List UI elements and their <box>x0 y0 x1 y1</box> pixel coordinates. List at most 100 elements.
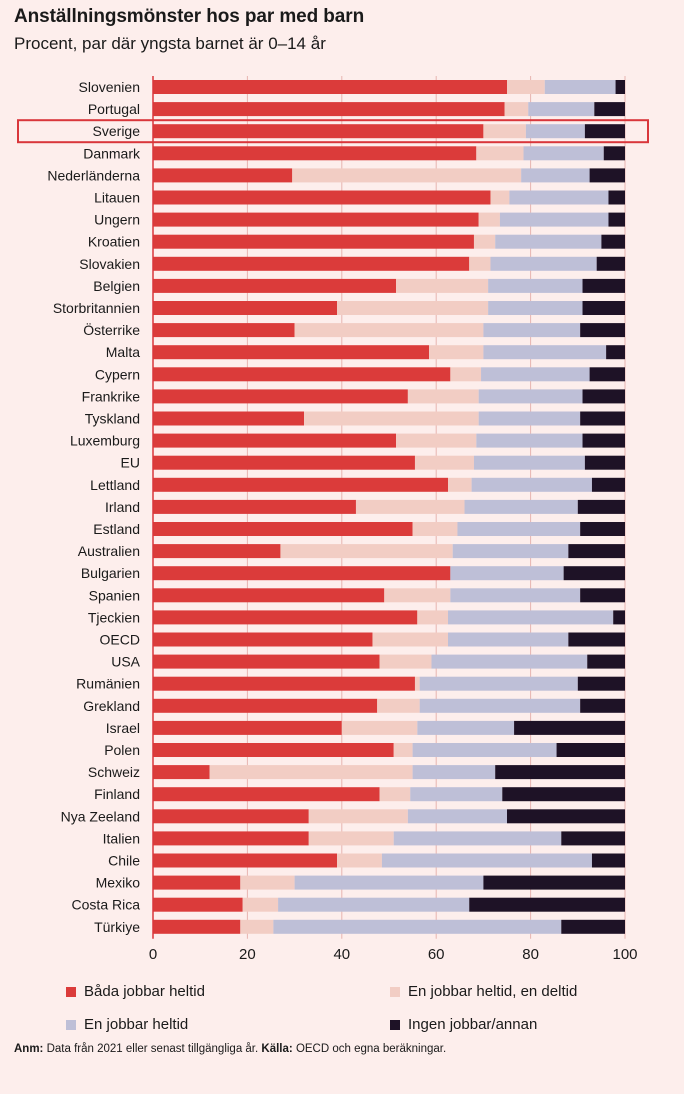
bar-segment-none <box>584 455 625 470</box>
category-label: Portugal <box>88 101 140 117</box>
bar-segment-one-fulltime <box>448 610 614 625</box>
bar-segment-both-fulltime <box>153 632 373 647</box>
bar-segment-both-fulltime <box>153 897 243 912</box>
category-label: Litauen <box>94 190 140 206</box>
bar-segment-both-fulltime <box>153 522 413 536</box>
bar-segment-one-fulltime <box>476 433 583 448</box>
bar-segment-one-fulltime <box>483 345 607 360</box>
bar-segment-both-fulltime <box>153 146 477 161</box>
bar-segment-one-fulltime <box>525 124 585 139</box>
bar-segment-full-part <box>379 787 411 802</box>
legend-swatch-both-fulltime <box>66 986 76 997</box>
bar-segment-both-fulltime <box>153 256 470 271</box>
bar-segment-none <box>582 389 625 404</box>
bar-segment-one-fulltime <box>419 698 581 713</box>
x-tick-label: 100 <box>612 946 637 963</box>
bar-segment-full-part <box>308 831 394 846</box>
bar-segment-none <box>577 499 625 514</box>
bar-segment-none <box>495 765 625 780</box>
category-label: Ungern <box>94 212 140 228</box>
bar-segment-one-fulltime <box>393 831 562 846</box>
bar-segment-one-fulltime <box>278 897 470 912</box>
bar-segment-full-part <box>384 588 451 603</box>
bar-segment-none <box>596 256 625 271</box>
bar-segment-one-fulltime <box>471 477 592 492</box>
bar-segment-one-fulltime <box>495 234 602 249</box>
category-label: Cypern <box>95 366 140 382</box>
bar-segment-none <box>577 676 625 691</box>
bar-segment-one-fulltime <box>407 809 507 824</box>
bar-segment-both-fulltime <box>153 212 479 227</box>
category-label: Sverige <box>93 123 141 139</box>
category-label: Frankrike <box>82 388 141 404</box>
bar-segment-one-fulltime <box>499 212 609 227</box>
highlight-box <box>17 119 649 144</box>
bar-segment-full-part <box>473 234 496 249</box>
category-label: Grekland <box>83 698 140 714</box>
category-label: Bulgarien <box>81 565 140 581</box>
bar-segment-one-fulltime <box>478 411 581 426</box>
bar-segment-one-fulltime <box>448 632 569 647</box>
category-label: Schweiz <box>88 764 140 780</box>
bar-segment-both-fulltime <box>153 765 210 780</box>
x-tick-label: 0 <box>149 946 157 963</box>
bar-segment-full-part <box>490 190 510 205</box>
bar-segment-none <box>561 831 625 846</box>
bar-segment-full-part <box>414 455 474 470</box>
bar-segment-one-fulltime <box>488 301 583 315</box>
bar-segment-full-part <box>448 477 472 492</box>
bar-segment-none <box>568 544 625 559</box>
bar-segment-one-fulltime <box>381 853 592 868</box>
bar-segment-full-part <box>504 102 529 117</box>
bar-segment-full-part <box>372 632 448 647</box>
bar-segment-both-fulltime <box>153 831 309 846</box>
legend-label-full-part: En jobbar heltid, en deltid <box>408 983 578 1000</box>
bar-segment-one-fulltime <box>521 168 590 183</box>
legend-item-full-part: En jobbar heltid, en deltid <box>390 983 577 1000</box>
category-label: Tyskland <box>85 411 140 427</box>
bar-segment-one-fulltime <box>419 676 578 691</box>
category-label: Tjeckien <box>88 609 140 625</box>
bar-segment-one-fulltime <box>450 566 564 581</box>
bar-segment-none <box>589 367 625 382</box>
bar-segment-one-fulltime <box>523 146 604 161</box>
bar-segment-full-part <box>429 345 484 360</box>
bar-segment-full-part <box>469 256 491 271</box>
category-label: Storbritannien <box>53 300 140 316</box>
category-label: Belgien <box>93 278 140 294</box>
bar-segment-one-fulltime <box>452 544 569 559</box>
bar-segment-none <box>584 124 625 139</box>
legend-label-none: Ingen jobbar/annan <box>408 1016 538 1033</box>
legend-swatch-full-part <box>390 986 400 997</box>
category-label: Costa Rica <box>72 897 141 913</box>
bar-segment-one-fulltime <box>294 875 484 890</box>
bar-segment-both-fulltime <box>153 301 338 315</box>
category-label: Nederländerna <box>47 167 140 183</box>
category-label: Türkiye <box>94 919 140 935</box>
legend-item-none: Ingen jobbar/annan <box>390 1016 537 1033</box>
bar-segment-full-part <box>377 698 420 713</box>
bar-segment-full-part <box>412 522 458 536</box>
bar-segment-full-part <box>294 323 484 338</box>
bar-segment-both-fulltime <box>153 345 430 360</box>
category-label: Finland <box>94 786 140 802</box>
bar-segment-none <box>580 522 625 536</box>
category-label: Irland <box>105 499 140 515</box>
bar-segment-full-part <box>379 654 432 669</box>
bar-segment-both-fulltime <box>153 787 380 802</box>
category-label: Österrike <box>83 321 140 338</box>
bar-segment-none <box>591 477 625 492</box>
legend-swatch-none <box>390 1019 400 1030</box>
category-label: Mexiko <box>96 875 141 891</box>
bar-segment-one-fulltime <box>464 499 578 514</box>
bar-segment-full-part <box>341 720 418 735</box>
note-anm-text: Data från 2021 eller senast tillgängliga… <box>46 1043 259 1055</box>
legend-swatch-one-fulltime <box>66 1019 76 1030</box>
bar-segment-none <box>580 323 625 338</box>
bar-segment-none <box>568 632 625 647</box>
bar-segment-full-part <box>483 124 526 139</box>
bar-segment-none <box>589 168 625 183</box>
bar-segment-full-part <box>280 544 453 559</box>
bar-segment-both-fulltime <box>153 588 385 603</box>
category-label: Estland <box>93 521 140 537</box>
